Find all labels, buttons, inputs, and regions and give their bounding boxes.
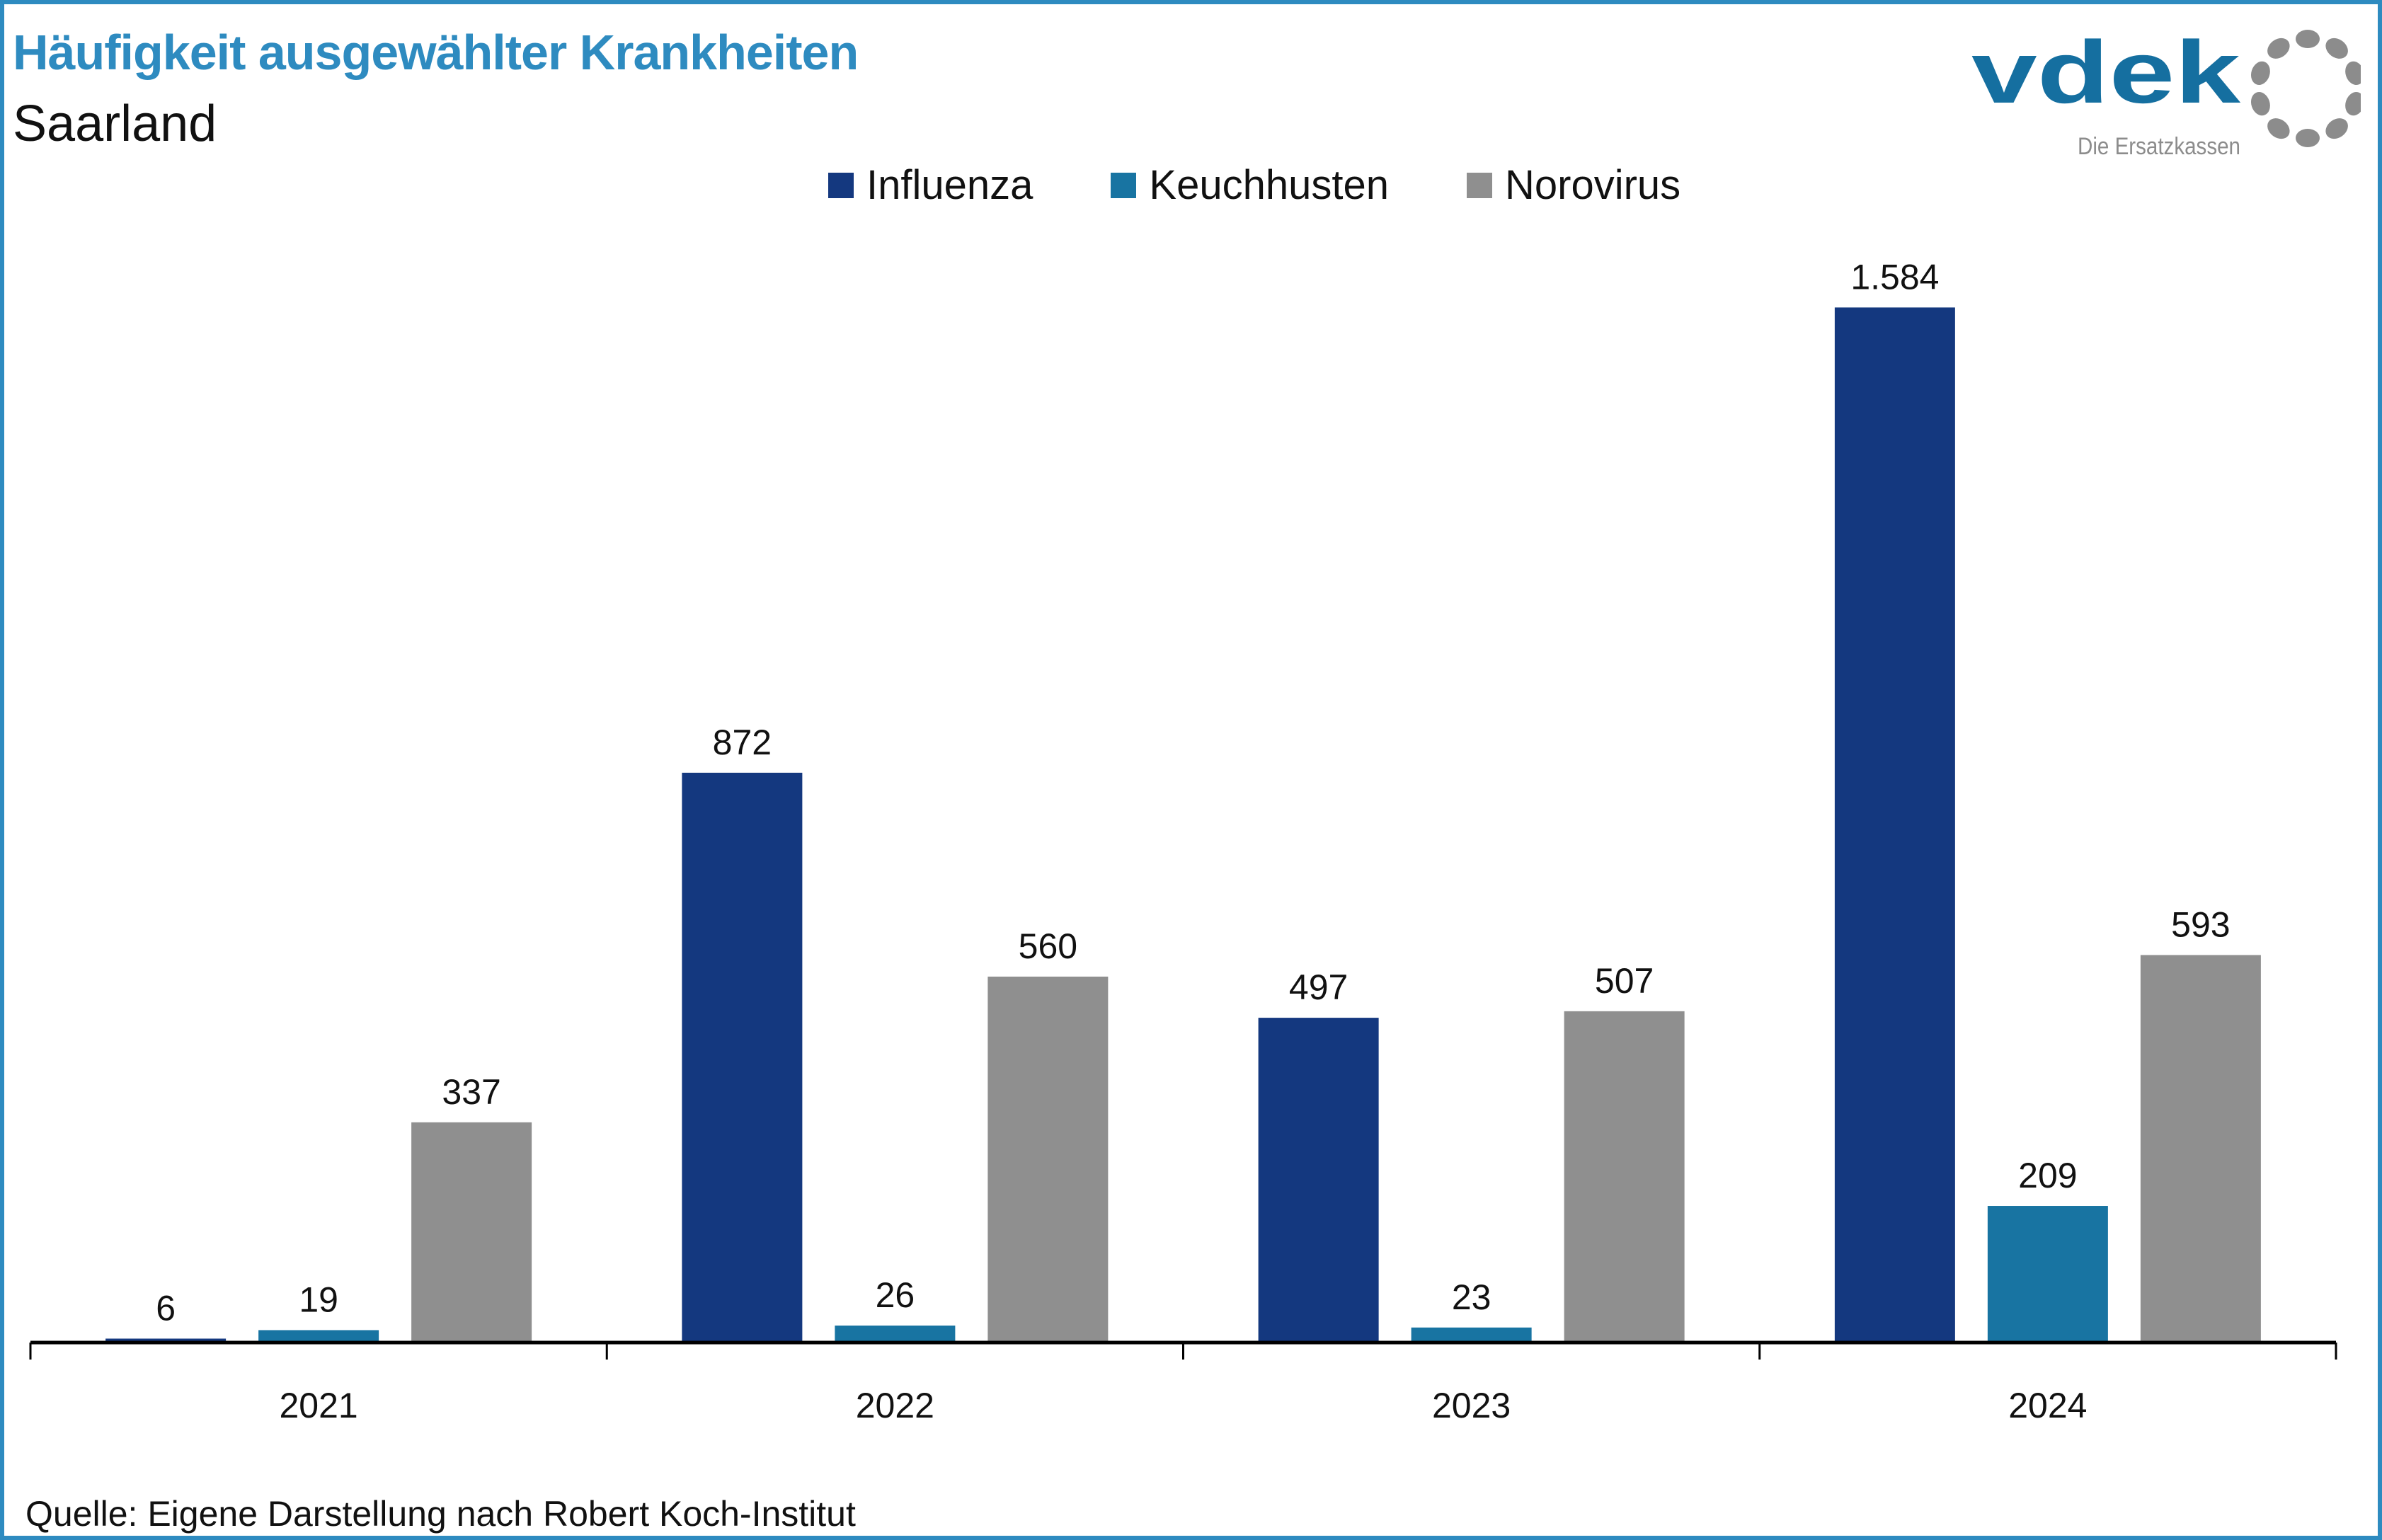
x-tick-label: 2023 [1432,1386,1511,1425]
x-tick-label: 2022 [856,1386,934,1425]
logo-ring-segment [2325,38,2348,59]
chart-subtitle: Saarland [13,96,217,152]
source-note: Quelle: Eigene Darstellung nach Robert K… [25,1494,856,1534]
legend-item-influenza: Influenza [828,161,1033,209]
logo-ring-segment [2267,118,2290,139]
logo-ring-icon [2250,30,2361,147]
legend-label: Keuchhusten [1149,162,1390,208]
logo-ring-segment [2250,91,2270,116]
data-label: 872 [713,723,772,762]
x-tick-label: 2024 [2008,1386,2087,1425]
bar-norovirus-2022 [987,976,1109,1343]
logo-ring-segment [2296,30,2320,48]
data-label: 19 [299,1280,338,1319]
logo-wordmark: vdek [1971,23,2241,122]
data-label: 1.584 [1850,257,1939,297]
legend-label: Influenza [866,162,1033,208]
logo-ring-segment [2267,38,2290,59]
data-label: 23 [1452,1277,1491,1317]
logo-ring-segment [2325,118,2348,139]
bar-keuchhusten-2023 [1411,1327,1532,1343]
chart-title: Häufigkeit ausgewählter Krankheiten [13,25,859,80]
legend-swatch [1467,172,1493,198]
bar-norovirus-2024 [2140,955,2261,1343]
bar-influenza-2022 [682,772,803,1343]
logo-ring-segment [2296,129,2320,147]
legend-item-norovirus: Norovirus [1467,161,1680,209]
bar-influenza-2023 [1258,1018,1379,1343]
logo-tagline: Die Ersatzkassen [2078,133,2240,160]
bar-norovirus-2021 [411,1122,532,1343]
bar-keuchhusten-2021 [258,1330,379,1343]
data-label: 497 [1289,967,1348,1007]
legend-swatch [1111,172,1137,198]
logo-ring-segment [2250,61,2270,86]
bar-influenza-2021 [105,1338,227,1343]
vdek-logo: vdek Die Ersatzkassen [1971,23,2361,160]
bar-norovirus-2023 [1564,1011,1685,1343]
legend-swatch [828,172,854,198]
legend-label: Norovirus [1505,162,1681,208]
data-label: 337 [442,1072,500,1112]
data-label: 507 [1595,961,1654,1001]
data-label: 209 [2018,1156,2077,1195]
bar-keuchhusten-2024 [1987,1206,2108,1343]
logo-ring-segment [2345,91,2361,116]
data-label: 26 [876,1275,915,1315]
data-label: 560 [1019,926,1077,966]
data-label: 593 [2171,904,2230,944]
data-label: 6 [156,1288,176,1328]
bar-influenza-2024 [1834,307,1955,1343]
logo-ring-segment [2345,61,2361,86]
legend: Influenza Keuchhusten Norovirus [828,161,1680,209]
legend-item-keuchhusten: Keuchhusten [1111,161,1389,209]
bar-keuchhusten-2022 [835,1325,956,1343]
x-tick-label: 2021 [280,1386,358,1425]
